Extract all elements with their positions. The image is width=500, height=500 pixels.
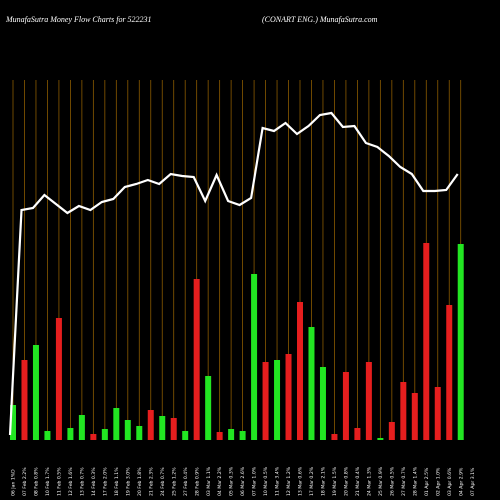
x-tick-label: 24 Mar 1.3% [366,466,372,496]
money-flow-bar [434,387,441,440]
money-flow-bar [147,410,154,440]
x-tick-labels: 06 Jan 1%D 07 Feb 2.2% 08 Feb 0.8% 10 Feb 1… [11,466,476,496]
chart-subtitle: (CONART ENG.) MunafaSutra.com [262,15,378,24]
money-flow-bar [67,428,74,440]
x-tick-label: 18 Feb 1.1% [114,467,120,496]
x-tick-label: 10 Mar 0.5% [263,466,269,496]
x-tick-label: 11 Feb 0.5% [57,467,63,496]
x-tick-label: 02 Apr 1.0% [435,467,441,496]
money-flow-bar [274,360,281,440]
money-flow-bar [228,429,235,440]
bars [10,243,464,440]
money-flow-bar [136,426,143,440]
x-tick-label: 11 Mar 3.4% [275,466,281,496]
x-tick-label: 28 Mar 1.4% [412,466,418,496]
money-flow-bar [90,434,97,440]
x-tick-label: 28 Feb 0.9% [194,467,200,496]
x-tick-label: 05 Mar 0.3% [229,466,235,496]
x-tick-label: 27 Feb 0.4% [183,467,189,496]
money-flow-bar [10,405,16,440]
money-flow-bar [377,438,384,440]
money-flow-bar [113,408,120,440]
x-tick-label: 03 Apr 0.6% [447,467,453,496]
money-flow-bar [216,432,223,440]
x-tick-label: 06 Jan 1%D [11,469,17,496]
money-flow-bar [205,376,212,440]
x-tick-label: 19 Feb 3.0% [125,467,131,496]
money-flow-bar [354,428,361,440]
money-flow-bar [365,362,372,440]
money-flow-bar [342,372,349,440]
money-flow-bar [319,367,326,440]
chart-title: MunafaSutra Money Flow Charts for 522231 [5,15,152,24]
x-tick-label: 12 Feb 1.6% [68,467,74,496]
x-tick-label: 07 Feb 2.2% [22,467,28,496]
x-tick-label: 03 Mar 1.1% [206,466,212,496]
money-flow-bar [193,279,200,440]
x-tick-label: 04 Mar 2.2% [217,466,223,496]
money-flow-bar [239,431,246,440]
x-tick-label: 27 Mar 0.7% [401,466,407,496]
money-flow-bar [251,274,258,440]
money-flow-bar [423,243,430,440]
money-flow-bar [159,416,166,440]
money-flow-bar [32,345,39,440]
money-flow-bar [331,434,338,440]
money-flow-bar [388,422,395,440]
x-tick-label: 14 Feb 0.3% [91,467,97,496]
x-tick-label: 21 Mar 0.4% [355,466,361,496]
money-flow-bar [170,418,177,440]
money-flow-bar [124,420,131,440]
money-flow-bar [182,431,189,440]
x-tick-label: 06 Mar 2.6% [240,466,246,496]
x-tick-label: 13 Feb 0.7% [79,467,85,496]
x-tick-label: 25 Feb 1.2% [171,467,177,496]
money-flow-bar [308,327,315,440]
x-tick-label: 04 Apr 2.9% [458,467,464,496]
money-flow-bar [446,305,453,440]
x-tick-label: 07 Apr 3.1% [470,467,476,496]
x-tick-label: 20 Mar 0.8% [344,466,350,496]
x-tick-label: 19 Mar 1.5% [332,466,338,496]
money-flow-bar [457,244,464,440]
x-tick-label: 18 Mar 2.1% [321,466,327,496]
money-flow-bar [411,393,418,440]
x-tick-label: 24 Feb 0.7% [160,467,166,496]
x-tick-label: 20 Feb 1.8% [137,467,143,496]
money-flow-bar [262,362,269,440]
money-flow-bar [285,354,292,440]
money-flow-bar [297,302,303,440]
x-tick-label: 13 Mar 0.6% [298,466,304,496]
money-flow-bar [101,429,108,440]
x-tick-label: 12 Mar 1.2% [286,466,292,496]
x-tick-label: 17 Mar 0.2% [309,466,315,496]
x-tick-label: 08 Feb 0.8% [34,467,40,496]
x-tick-label: 21 Feb 2.3% [148,467,154,496]
x-tick-label: 25 Mar 0.9% [378,466,384,496]
grid-lines [12,80,462,440]
money-flow-line [8,111,459,436]
money-flow-bar [55,318,62,440]
x-tick-label: 10 Feb 1.7% [45,467,51,496]
x-tick-label: 07 Mar 1.0% [252,466,258,496]
x-tick-label: 01 Apr 2.5% [424,467,430,496]
x-tick-label: 17 Feb 2.0% [102,467,108,496]
money-flow-bar [78,415,85,440]
money-flow-bar [44,431,51,440]
money-flow-bar [21,360,28,440]
x-tick-label: 26 Mar 0.5% [389,466,395,496]
money-flow-bar [400,382,407,440]
